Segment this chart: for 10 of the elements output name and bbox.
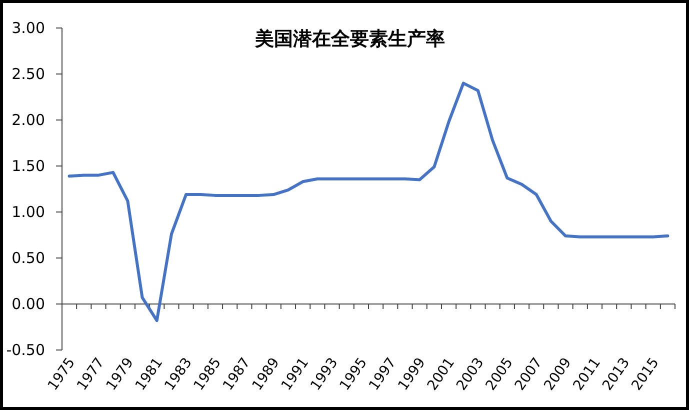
y-tick-label: 2.00 — [12, 110, 45, 129]
y-tick-label: 0.00 — [12, 294, 45, 313]
line-series — [68, 82, 670, 322]
y-tick-label: 1.50 — [12, 156, 45, 175]
y-tick-label: 0.50 — [12, 248, 45, 267]
chart-title: 美国潜在全要素生产率 — [254, 28, 445, 50]
y-tick-label: 3.00 — [12, 18, 45, 37]
y-tick-label: -0.50 — [6, 340, 45, 359]
y-tick-label: 1.00 — [12, 202, 45, 221]
y-tick-label: 2.50 — [12, 64, 45, 83]
